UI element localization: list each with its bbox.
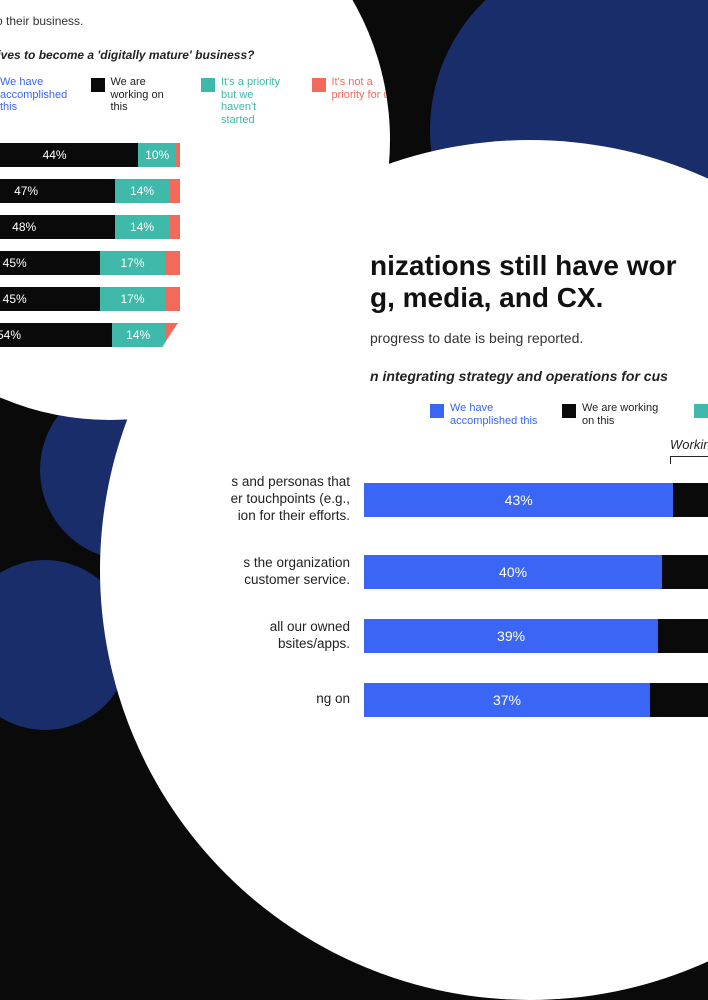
- legend-swatch: [91, 78, 105, 92]
- stacked-bar: 35%48%14%: [0, 215, 180, 239]
- bar-segment-working: 54%: [0, 323, 112, 347]
- bar-segment-working: 45%: [0, 251, 100, 275]
- bar-segment-priority: 17%: [100, 251, 165, 275]
- progress-row: all our ownedbsites/apps. 39%44%: [130, 619, 708, 653]
- stacked-bar: 39%44%: [364, 619, 708, 653]
- legend-label: We are working on this: [111, 76, 180, 114]
- card2-subtitle: progress to date is being reported.: [370, 330, 708, 346]
- bar-segment-not: [169, 179, 180, 203]
- stacked-bar: 36%47%14%: [0, 179, 180, 203]
- bracket-icon: [670, 456, 708, 464]
- legend-item-accomplished: We have accomplished this: [0, 76, 69, 114]
- row-description: s and personas thater touchpoints (e.g.,…: [130, 474, 350, 525]
- legend-swatch: [201, 78, 215, 92]
- row-description: s the organizationcustomer service.: [130, 555, 350, 589]
- legend-swatch: [312, 78, 326, 92]
- card2-title-line2: g, media, and CX.: [370, 282, 603, 313]
- legend-item-priority_not_started: It's a priority but we haven't started: [201, 76, 290, 127]
- legend-label: It's a priority but we haven't started: [221, 76, 290, 127]
- bar-segment-accomplished: 39%: [364, 619, 658, 653]
- bar-segment-working: 44%: [662, 555, 708, 589]
- legend-item-priority_not_started: It's a priority but we haven't started: [694, 402, 708, 427]
- bar-segment-accomplished: 37%: [364, 683, 650, 717]
- bar-segment-not: [176, 143, 180, 167]
- stacked-bar: 45%44%10%: [0, 143, 180, 167]
- legend-swatch: [562, 404, 576, 418]
- stacked-bar: 34%45%17%: [0, 251, 180, 275]
- card1-question: ectives to become a 'digitally mature' b…: [0, 48, 390, 62]
- bar-segment-working: 44%: [658, 619, 708, 653]
- bar-segment-working: 44%: [673, 483, 708, 517]
- bar-segment-priority: 14%: [115, 215, 168, 239]
- progress-row: s and personas thater touchpoints (e.g.,…: [130, 474, 708, 525]
- progress-row: ng on 37%44%: [130, 683, 708, 717]
- row-description: ng on: [130, 691, 350, 708]
- stacked-bar: 34%45%17%: [0, 287, 180, 311]
- card2-bars: s and personas thater touchpoints (e.g.,…: [370, 474, 708, 717]
- bar-segment-priority: 14%: [112, 323, 165, 347]
- card1-legend: We have accomplished this We are working …: [0, 76, 390, 127]
- bar-segment-priority: 17%: [100, 287, 165, 311]
- card2-title: nizations still have wor g, media, and C…: [370, 250, 708, 314]
- legend-item-working: We are working on this: [91, 76, 180, 114]
- card1-subtitle: ct to their business.: [0, 14, 390, 28]
- legend-item-not_priority: It's not a priority for us: [312, 76, 391, 101]
- bar-segment-accomplished: 43%: [364, 483, 673, 517]
- stacked-bar: 37%44%: [364, 683, 708, 717]
- legend-label: We have accomplished this: [450, 402, 540, 427]
- bar-segment-not: [165, 251, 180, 275]
- card2-question: n integrating strategy and operations fo…: [370, 368, 708, 384]
- stacked-bar: 43%44%: [364, 483, 708, 517]
- row-description: all our ownedbsites/apps.: [130, 619, 350, 653]
- legend-label: It's not a priority for us: [332, 76, 391, 101]
- bar-segment-not: [169, 215, 180, 239]
- progress-row: s the organizationcustomer service. 40%44…: [130, 555, 708, 589]
- stacked-bar: 28%54%14%: [0, 323, 180, 347]
- legend-swatch: [430, 404, 444, 418]
- card2-title-line1: nizations still have wor: [370, 250, 677, 281]
- bar-segment-working: 44%: [650, 683, 708, 717]
- working-on-header: Working on, hav: [670, 437, 708, 452]
- bar-segment-working: 48%: [0, 215, 115, 239]
- bar-segment-priority: 14%: [115, 179, 168, 203]
- legend-swatch: [694, 404, 708, 418]
- bar-segment-working: 47%: [0, 179, 115, 203]
- legend-label: We are working on this: [582, 402, 672, 427]
- bar-segment-working: 45%: [0, 287, 100, 311]
- bar-segment-working: 44%: [0, 143, 138, 167]
- legend-item-working: We are working on this: [562, 402, 672, 427]
- stacked-bar: 40%44%: [364, 555, 708, 589]
- card2-legend: We have accomplished this We are working …: [430, 402, 708, 427]
- bar-segment-accomplished: 40%: [364, 555, 662, 589]
- card1-bars: 45%44%10%36%47%14%35%48%14%34%45%17%34%4…: [0, 143, 180, 347]
- legend-label: We have accomplished this: [0, 76, 69, 114]
- legend-item-accomplished: We have accomplished this: [430, 402, 540, 427]
- bar-segment-priority: 10%: [138, 143, 176, 167]
- bar-segment-not: [165, 287, 180, 311]
